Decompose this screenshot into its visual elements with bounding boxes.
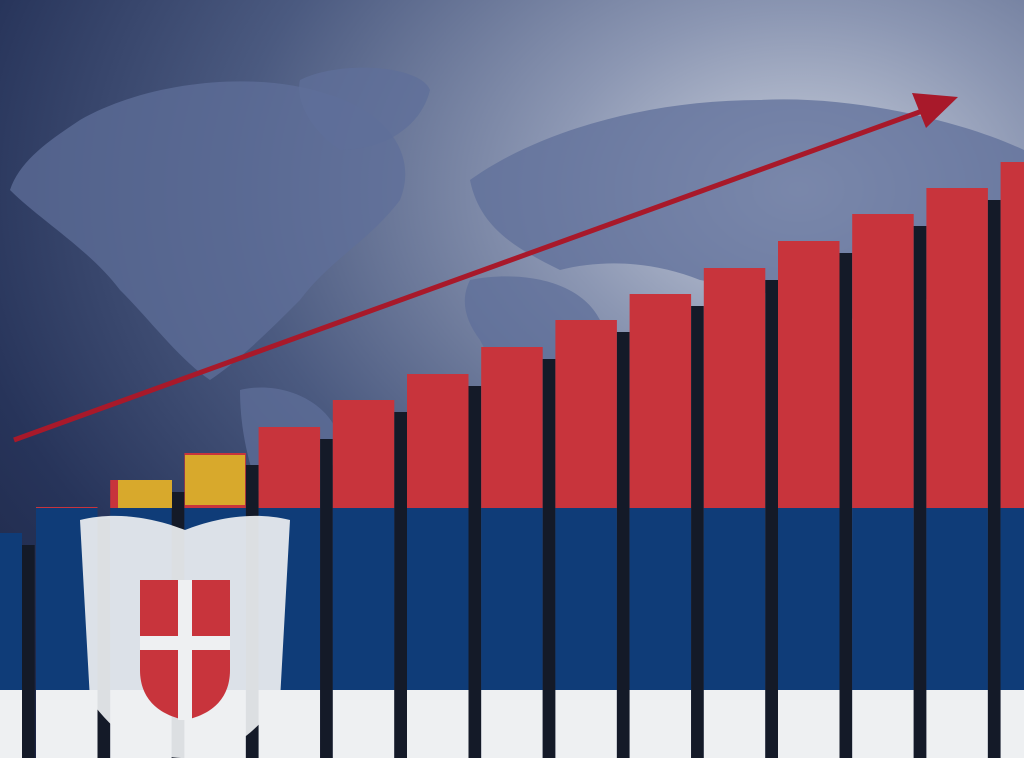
bar-blue-segment — [926, 508, 988, 690]
bar-blue-segment — [332, 508, 395, 690]
bar-white-segment — [481, 690, 543, 758]
bar-red-segment — [778, 241, 840, 508]
crown-right — [185, 455, 245, 505]
bar-gap — [22, 545, 35, 758]
bar-blue-segment — [407, 508, 469, 690]
bar-gap — [691, 306, 704, 758]
bar-red-segment — [852, 214, 914, 508]
bar-white-segment — [852, 690, 914, 758]
crown-left — [118, 480, 172, 508]
bar-gap — [913, 226, 927, 758]
bar-blue-segment — [778, 508, 840, 690]
bar-blue-segment — [555, 508, 617, 690]
bar-white-segment — [629, 690, 692, 758]
north-america-shape — [10, 81, 406, 380]
bar-gap — [765, 280, 778, 758]
bar-white-segment — [36, 690, 98, 758]
bar-red-segment — [703, 268, 766, 508]
bar-white-segment — [555, 690, 617, 758]
bar-red-segment — [481, 347, 543, 508]
bar-red-segment — [1000, 162, 1024, 508]
bar-gap — [542, 359, 556, 758]
bar-white-segment — [0, 690, 22, 758]
bar-white-segment — [926, 690, 988, 758]
bar-red-segment — [629, 294, 692, 508]
bar-gap — [468, 386, 482, 758]
bar-red-segment — [407, 374, 469, 508]
shield-cross-horizontal — [140, 636, 230, 650]
bar-red-segment — [555, 320, 617, 508]
greenland-shape — [299, 67, 430, 150]
bar-white-segment — [703, 690, 766, 758]
arrow-head-icon — [912, 93, 958, 128]
bar-gap — [616, 332, 630, 758]
bar-white-segment — [332, 690, 395, 758]
bar-blue-segment — [481, 508, 543, 690]
bar-gap — [839, 253, 853, 758]
bar-red-segment — [258, 427, 321, 508]
arrow-shaft — [13, 107, 926, 443]
coat-of-arms — [80, 455, 290, 758]
bar-white-segment — [1000, 690, 1024, 758]
bar-blue-segment — [703, 508, 766, 690]
growth-arrow — [13, 93, 958, 443]
bar-red-segment — [332, 400, 395, 508]
bar-gap — [394, 412, 407, 758]
bar-gap — [987, 200, 1001, 758]
bar-red-segment — [926, 188, 988, 508]
bar-red-segment — [36, 507, 98, 508]
bar-white-segment — [407, 690, 469, 758]
bar-white-segment — [778, 690, 840, 758]
bar-blue-segment — [0, 533, 22, 690]
bar-blue-segment — [629, 508, 692, 690]
bar-blue-segment — [852, 508, 914, 690]
bar-gap — [320, 439, 333, 758]
bar-blue-segment — [1000, 508, 1024, 690]
